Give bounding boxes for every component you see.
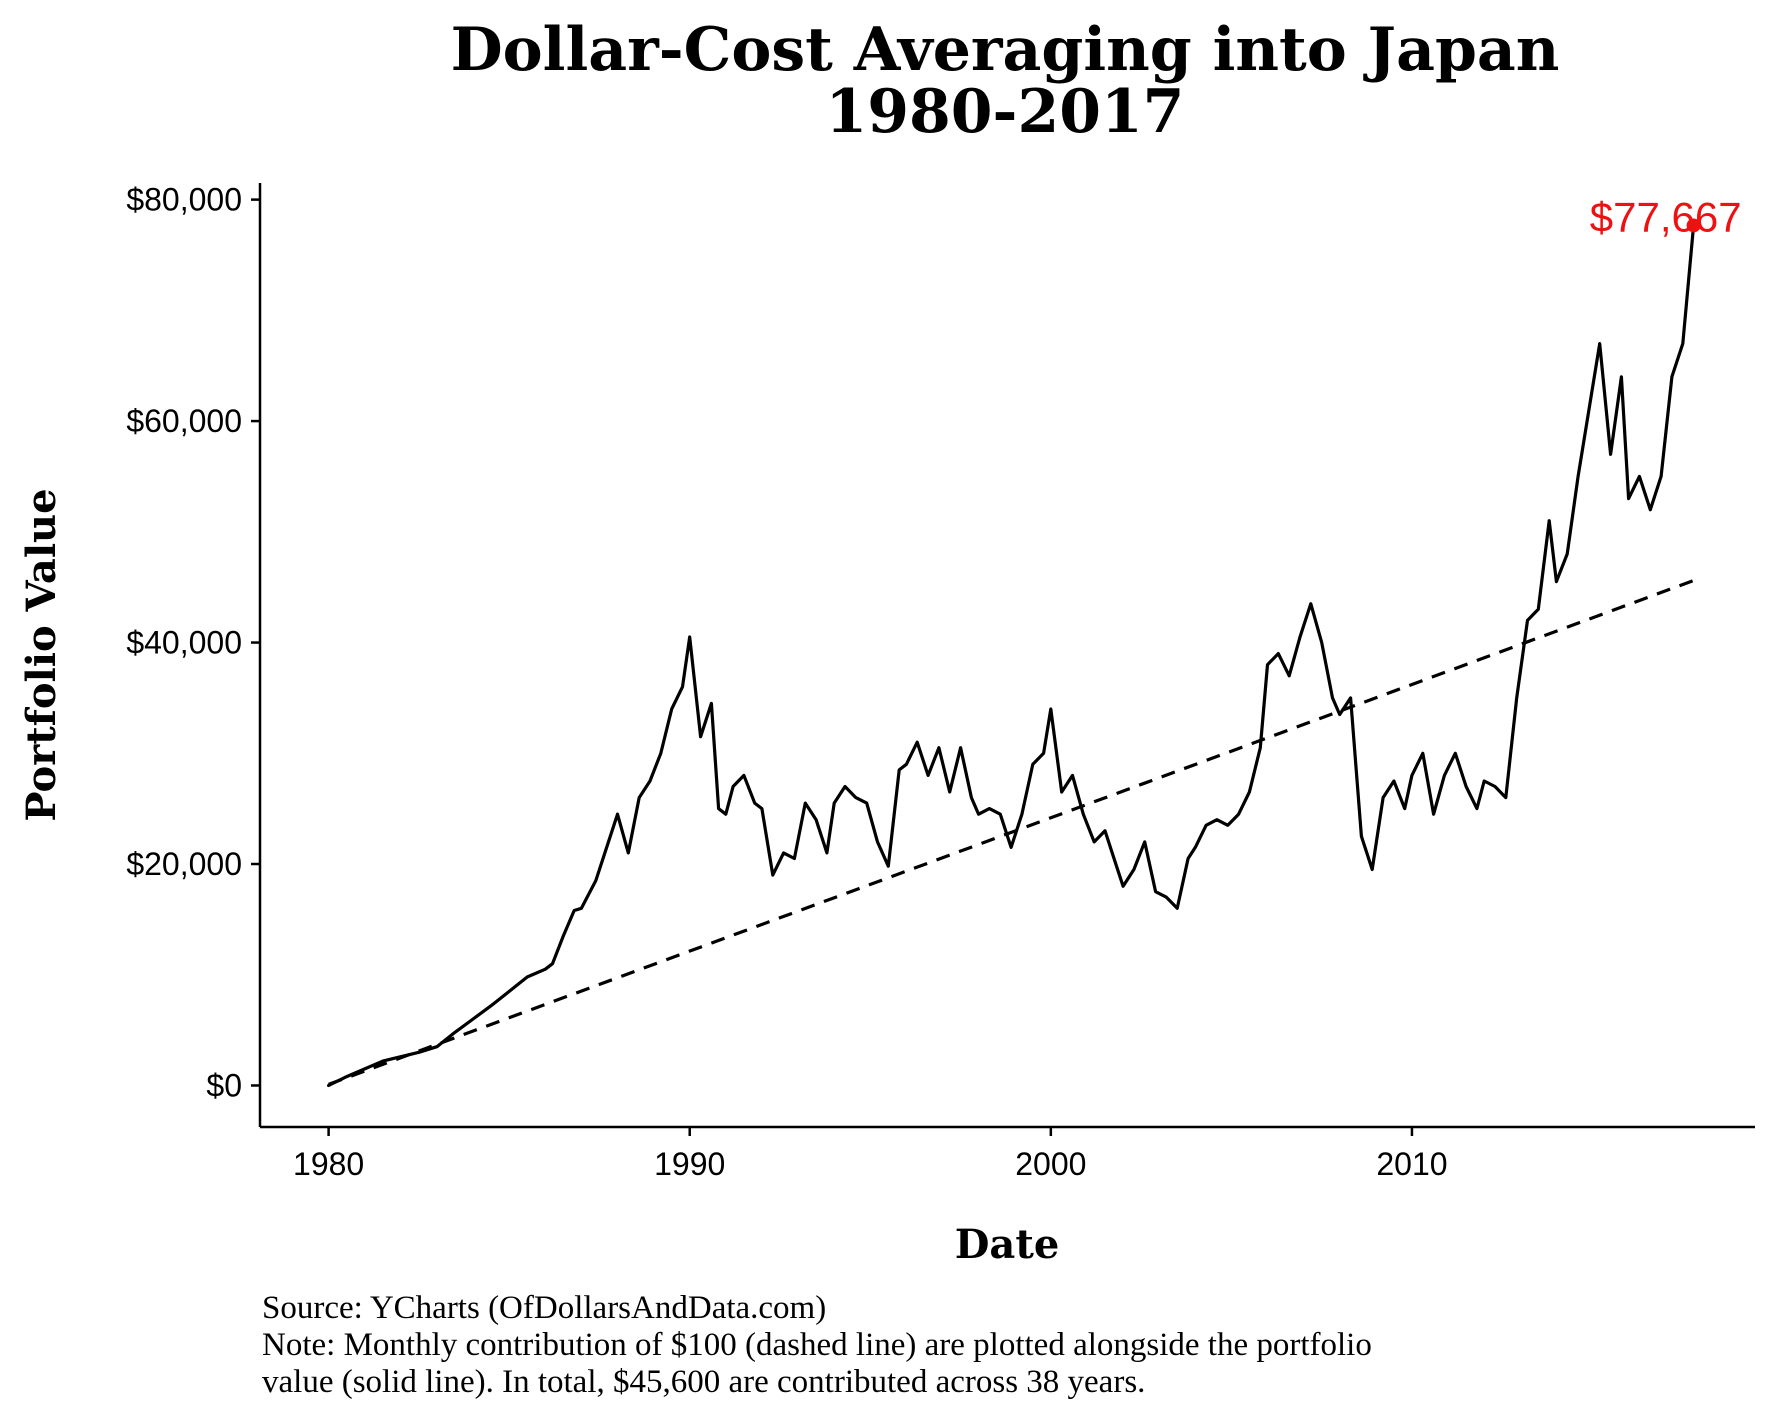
y-tick-label: $80,000 xyxy=(126,182,242,218)
y-tick-label: $0 xyxy=(206,1067,242,1103)
plot-area xyxy=(327,218,1701,1088)
end-value-point xyxy=(1686,218,1701,233)
end-value-label: $77,667 xyxy=(1590,193,1742,240)
y-tick-label: $60,000 xyxy=(126,403,242,439)
chart-title-line-2: 1980-2017 xyxy=(826,77,1185,147)
caption-line-3: value (solid line). In total, $45,600 ar… xyxy=(262,1364,1145,1400)
caption-line-2: Note: Monthly contribution of $100 (dash… xyxy=(262,1327,1372,1363)
caption-line-1: Source: YCharts (OfDollarsAndData.com) xyxy=(262,1290,826,1326)
y-tick-label: $40,000 xyxy=(126,625,242,661)
x-tick-label: 2010 xyxy=(1376,1146,1447,1182)
x-tick-label: 1980 xyxy=(293,1146,364,1182)
x-tick-label: 1990 xyxy=(654,1146,725,1182)
y-axis-title: Portfolio Value xyxy=(18,488,65,821)
x-axis-title: Date xyxy=(955,1221,1060,1268)
chart-title-line-1: Dollar-Cost Averaging into Japan xyxy=(451,15,1560,85)
x-tick-label: 2000 xyxy=(1015,1146,1086,1182)
contribution-dashed-line xyxy=(328,578,1695,1086)
y-tick-label: $20,000 xyxy=(126,846,242,882)
portfolio-value-line xyxy=(327,223,1696,1088)
